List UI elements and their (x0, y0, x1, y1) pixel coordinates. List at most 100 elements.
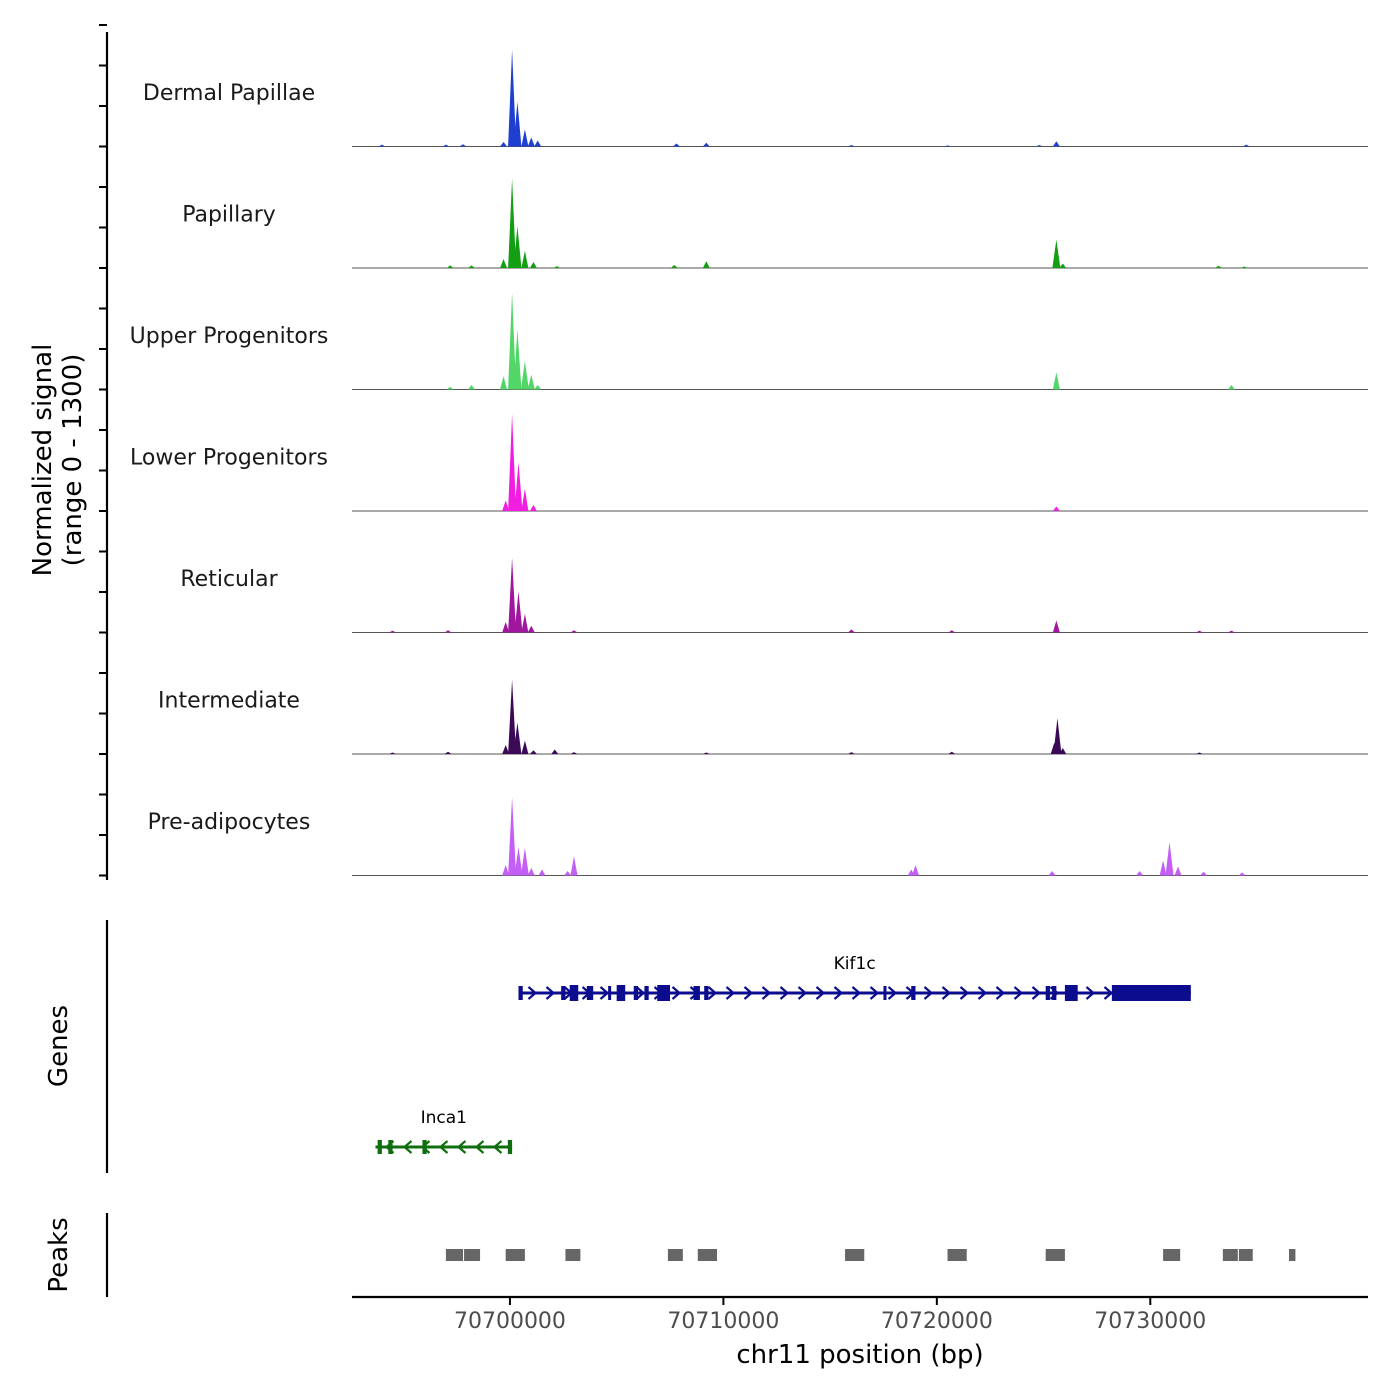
signal-peak (1165, 841, 1174, 876)
track-label: Reticular (180, 567, 278, 592)
signal-peak (389, 630, 397, 633)
signal-peak (508, 49, 517, 147)
strand-arrow (653, 986, 664, 1000)
signal-peak (702, 142, 710, 147)
peak-region (464, 1249, 481, 1261)
strand-arrow (1121, 986, 1132, 1000)
strand-arrow (725, 986, 736, 1000)
signal-peak (1052, 239, 1061, 268)
strand-arrow (923, 986, 934, 1000)
gene-exon (422, 1140, 427, 1154)
signal-peak (1215, 265, 1223, 268)
signal-peak (534, 385, 542, 390)
gene-exon (883, 986, 887, 1000)
signal-peak (553, 266, 561, 268)
signal-peak (570, 630, 578, 633)
gene-exon (569, 985, 579, 1001)
signal-peak (520, 847, 529, 876)
signal-peak (378, 144, 386, 147)
signal-peak (500, 376, 508, 390)
signal-peak (1053, 718, 1062, 754)
signal-peak (1227, 630, 1235, 633)
strand-arrow (1103, 986, 1114, 1000)
gene-track: Kif1c Inca1 (105, 920, 1191, 1173)
strand-arrow (797, 986, 808, 1000)
y-axis-range: (range 0 - 1300) (58, 354, 88, 567)
gene-exon (1111, 985, 1191, 1001)
signal-peak (551, 749, 559, 754)
peak-region (1163, 1249, 1181, 1261)
track-upper-progenitors: Upper Progenitors (130, 292, 1368, 390)
signal-peak (446, 386, 454, 390)
gene-exon (1045, 986, 1050, 1000)
signal-peak (521, 488, 529, 511)
x-axis: 70700000 70710000 70720000 70730000 (352, 1295, 1368, 1334)
signal-peak (564, 871, 572, 876)
signal-peak (1227, 385, 1235, 390)
strand-arrow (492, 1140, 503, 1154)
signal-peak (521, 129, 529, 147)
gene-exon (388, 1140, 393, 1154)
strand-arrow (707, 986, 718, 1000)
strand-arrow (689, 986, 700, 1000)
signal-peak (570, 856, 578, 876)
strand-arrow (1175, 986, 1186, 1000)
x-axis-title: chr11 position (bp) (736, 1340, 983, 1370)
signal-peak (521, 613, 529, 633)
peaks-panel-label: Peaks (44, 1217, 74, 1292)
strand-arrow (761, 986, 772, 1000)
signal-peak (1195, 630, 1203, 633)
signal-peak (911, 865, 919, 876)
strand-arrow (617, 986, 628, 1000)
strand-arrow (545, 986, 556, 1000)
signal-peak (513, 226, 522, 268)
gene-exon (704, 986, 709, 1000)
signal-peak (508, 178, 517, 268)
peak-region (947, 1249, 967, 1261)
signal-peak (1052, 372, 1060, 390)
signal-peak (1136, 871, 1144, 876)
signal-peak (527, 868, 535, 876)
track-papillary: Papillary (182, 178, 1368, 269)
signal-peak (529, 505, 537, 511)
signal-peak (459, 144, 467, 147)
strand-arrow (527, 986, 538, 1000)
peak-region (1238, 1249, 1253, 1261)
signal-peak (520, 361, 529, 390)
peak-region (1045, 1249, 1065, 1261)
signal-peak (508, 679, 517, 754)
signal-peak (502, 500, 510, 511)
signal-peak (944, 145, 952, 147)
gene-exon (518, 986, 523, 1000)
signal-peak (513, 722, 522, 754)
track-label: Lower Progenitors (130, 446, 328, 471)
strand-arrow (851, 986, 862, 1000)
peak-track (105, 1213, 1296, 1297)
signal-peak (527, 625, 535, 633)
signal-peak (444, 630, 452, 633)
track-lower-progenitors: Lower Progenitors (130, 414, 1368, 512)
gene-kif1c: Kif1c (518, 954, 1191, 1001)
signal-peak (1052, 141, 1060, 147)
signal-peak (1240, 266, 1248, 268)
signal-peak (442, 144, 450, 147)
gene-exon (657, 985, 671, 1001)
gene-exon (561, 986, 566, 1000)
signal-peak (508, 797, 517, 876)
signal-peak (1174, 866, 1182, 876)
strand-arrow (635, 986, 646, 1000)
peak-region (565, 1249, 581, 1261)
signal-peak (538, 869, 546, 876)
gene-label: Inca1 (421, 1108, 467, 1128)
signal-peak (508, 414, 517, 511)
signal-peak (502, 622, 510, 633)
signal-peak (527, 137, 535, 147)
strand-arrow (743, 986, 754, 1000)
strand-arrow (474, 1140, 485, 1154)
signal-peak (500, 259, 508, 268)
signal-peak (702, 261, 710, 268)
strand-arrow (869, 986, 880, 1000)
track-label: Pre-adipocytes (148, 810, 311, 835)
signal-peak (527, 374, 535, 390)
